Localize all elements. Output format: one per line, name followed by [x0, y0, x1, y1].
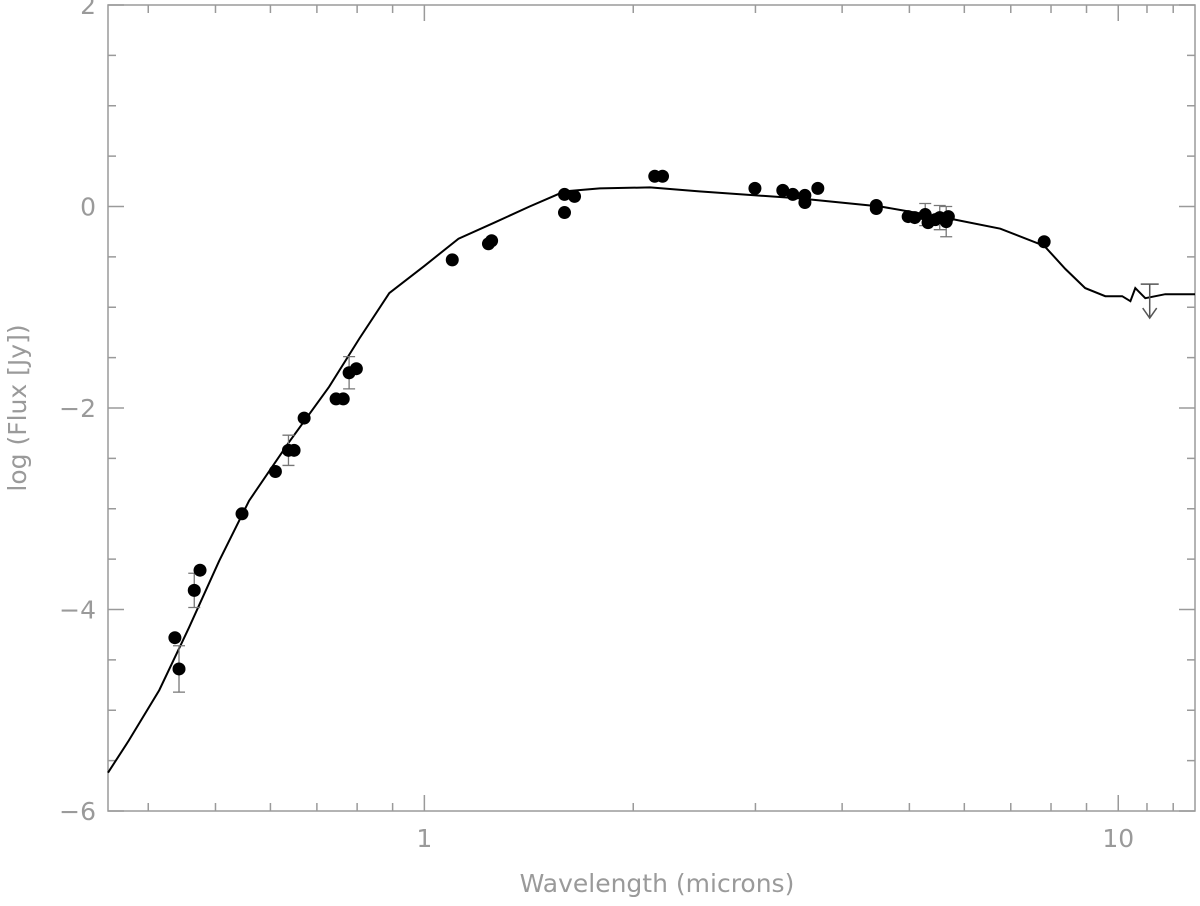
data-point: [336, 392, 350, 406]
data-point: [557, 206, 571, 220]
data-point: [187, 583, 201, 597]
y-tick-label: 2: [80, 0, 96, 20]
y-axis-label: log (Flux [Jy]): [3, 324, 32, 491]
data-point: [748, 181, 762, 195]
y-tick-label: −4: [59, 596, 96, 625]
y-tick-label: −6: [59, 797, 96, 826]
upper-limit: [1140, 283, 1159, 320]
data-point: [193, 563, 207, 577]
x-tick-label: 1: [416, 824, 432, 853]
plot-frame: [107, 4, 1196, 812]
data-point: [1037, 235, 1051, 249]
data-point: [568, 189, 582, 203]
data-point: [287, 443, 301, 457]
data-point: [811, 181, 825, 195]
data-point: [297, 411, 311, 425]
data-point: [798, 195, 812, 209]
data-point: [776, 183, 790, 197]
data-point: [172, 662, 186, 676]
data-point: [908, 211, 922, 225]
data-point: [786, 187, 800, 201]
data-point: [349, 362, 363, 376]
data-point: [445, 253, 459, 267]
data-point: [235, 507, 249, 521]
x-axis-label: Wavelength (microns): [520, 869, 795, 898]
data-point: [485, 234, 499, 248]
data-point: [869, 202, 883, 216]
data-point: [268, 464, 282, 478]
data-point: [168, 631, 182, 645]
y-tick-label: 0: [80, 193, 96, 222]
y-tick-label: −2: [59, 394, 96, 423]
x-tick-label: 10: [1102, 824, 1134, 853]
data-point: [941, 210, 955, 224]
data-point: [557, 187, 571, 201]
data-point: [656, 169, 670, 183]
model-line: [107, 186, 1195, 774]
